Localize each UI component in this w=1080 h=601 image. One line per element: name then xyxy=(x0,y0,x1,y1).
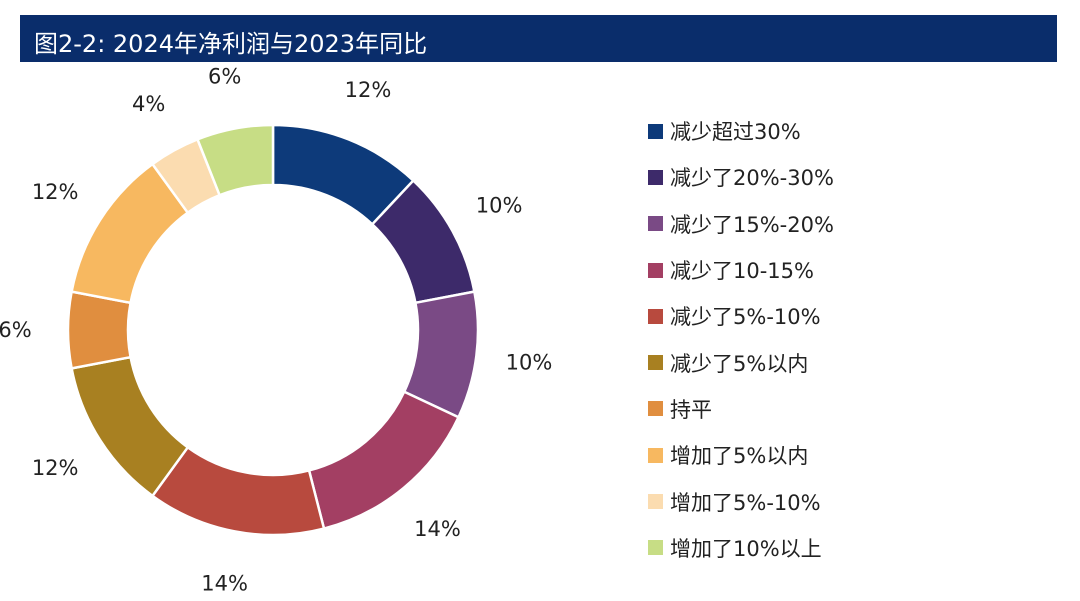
data-label: 14% xyxy=(201,571,248,595)
legend-swatch xyxy=(648,540,663,556)
legend-item: 减少了5%-10% xyxy=(648,293,834,339)
legend-item: 增加了10%以上 xyxy=(648,525,834,571)
data-label: 6% xyxy=(0,318,32,342)
legend-item: 减少了10-15% xyxy=(648,247,834,293)
legend-swatch xyxy=(648,355,663,371)
legend-swatch xyxy=(648,123,663,139)
donut-chart: 12% 10% 10% 14% 14% 12% 6% 12% 4% 6% xyxy=(0,65,553,596)
data-label: 14% xyxy=(414,517,461,541)
donut-slice xyxy=(195,123,275,197)
legend-label: 减少了5%-10% xyxy=(670,305,821,330)
legend-label: 减少了5%以内 xyxy=(670,351,809,376)
legend-label: 减少了15%-20% xyxy=(670,212,834,237)
data-label: 4% xyxy=(132,92,165,116)
legend-item: 增加了5%-10% xyxy=(648,478,834,524)
legend-swatch xyxy=(648,308,663,324)
legend-swatch xyxy=(648,494,663,510)
legend-item: 减少超过30% xyxy=(648,108,834,154)
data-label: 12% xyxy=(32,180,79,204)
legend-label: 减少了20%-30% xyxy=(670,166,834,191)
data-label: 12% xyxy=(32,456,79,480)
legend-label: 增加了10%以上 xyxy=(670,536,822,561)
legend-label: 减少超过30% xyxy=(670,120,801,145)
legend-label: 增加了5%以内 xyxy=(670,444,809,469)
data-label: 10% xyxy=(506,350,553,374)
legend: 减少超过30% 减少了20%-30% 减少了15%-20% 减少了10-15% 减少了5… xyxy=(648,108,834,571)
data-label: 10% xyxy=(476,194,523,218)
title-bar: 图2-2: 2024年净利润与2023年同比 xyxy=(20,15,1057,62)
donut-slice xyxy=(66,290,133,370)
legend-label: 持平 xyxy=(670,397,712,422)
legend-label: 减少了10-15% xyxy=(670,259,814,284)
legend-item: 减少了20%-30% xyxy=(648,154,834,200)
legend-swatch xyxy=(648,262,663,278)
legend-swatch xyxy=(648,401,663,417)
legend-label: 增加了5%-10% xyxy=(670,490,821,515)
data-label: 12% xyxy=(345,78,392,102)
donut-slice xyxy=(307,390,461,531)
chart-title: 图2-2: 2024年净利润与2023年同比 xyxy=(34,30,428,58)
legend-item: 持平 xyxy=(648,386,834,432)
legend-item: 增加了5%以内 xyxy=(648,432,834,478)
legend-swatch xyxy=(648,216,663,232)
data-label: 6% xyxy=(208,65,241,89)
legend-swatch xyxy=(648,169,663,185)
legend-item: 减少了5%以内 xyxy=(648,339,834,385)
legend-item: 减少了15%-20% xyxy=(648,201,834,247)
legend-swatch xyxy=(648,447,663,463)
